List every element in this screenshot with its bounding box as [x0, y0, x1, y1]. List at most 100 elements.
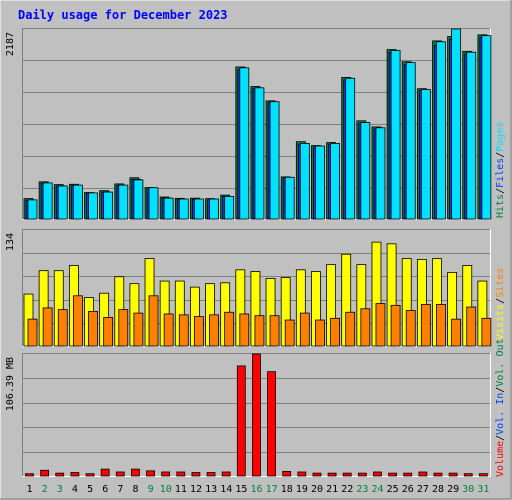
bar-volume-day-8 — [131, 468, 140, 477]
bar-volume-day-13 — [206, 472, 216, 477]
bar-volume-day-27 — [418, 471, 428, 477]
bar-sites-day-25 — [390, 304, 401, 347]
bar-pages-day-22 — [345, 77, 356, 220]
x-tick-label-day-27: 27 — [417, 484, 429, 495]
bar-pages-day-3 — [57, 185, 68, 220]
x-tick-label-day-12: 12 — [190, 484, 202, 495]
bar-volume-day-28 — [433, 472, 443, 477]
x-tick-label-day-2: 2 — [42, 484, 48, 495]
bar-pages-day-24 — [375, 127, 386, 220]
bar-sites-day-26 — [405, 310, 416, 347]
bar-pages-day-13 — [209, 198, 219, 220]
x-tick-label-day-10: 10 — [160, 484, 172, 495]
bar-sites-day-29 — [451, 318, 462, 347]
legend-bottom-separator: / — [495, 435, 506, 441]
bar-volume-day-12 — [191, 472, 201, 477]
x-tick-label-day-28: 28 — [432, 484, 444, 495]
bar-volume-day-25 — [388, 472, 397, 477]
bar-volume-day-4 — [70, 472, 80, 477]
x-tick-label-day-30: 30 — [462, 484, 474, 495]
legend-top: Hits/Files/Pages — [495, 122, 506, 218]
x-tick-label-day-24: 24 — [372, 484, 384, 495]
bar-sites-day-15 — [239, 313, 250, 347]
x-tick-label-day-20: 20 — [311, 484, 323, 495]
bar-volume-day-1 — [25, 473, 34, 477]
bar-volume-day-23 — [357, 472, 367, 477]
bar-sites-day-9 — [148, 295, 159, 347]
x-tick-label-day-8: 8 — [132, 484, 138, 495]
bar-volume-day-24 — [373, 471, 382, 477]
bar-pages-day-18 — [284, 176, 295, 220]
bar-pages-day-4 — [72, 184, 83, 220]
bar-volume-day-15 — [236, 365, 246, 477]
bar-sites-day-27 — [420, 304, 431, 347]
bar-pages-day-2 — [42, 182, 53, 220]
bar-volume-day-18 — [282, 471, 292, 477]
x-tick-label-day-25: 25 — [387, 484, 399, 495]
bar-pages-day-10 — [163, 197, 174, 220]
bar-volume-day-31 — [478, 473, 488, 477]
bar-sites-day-12 — [194, 316, 204, 347]
x-tick-label-day-1: 1 — [27, 484, 33, 495]
x-tick-label-day-18: 18 — [281, 484, 293, 495]
bar-sites-day-11 — [178, 314, 189, 347]
x-tick-label-day-3: 3 — [57, 484, 63, 495]
legend-vol-in: Vol. In — [495, 393, 506, 435]
panel-2-ymax-label: 134 — [5, 233, 16, 251]
legend-middle-separator: / — [495, 298, 506, 304]
bar-volume-day-11 — [176, 471, 186, 477]
bar-sites-day-8 — [133, 312, 144, 347]
legend-middle: Visits/Sites — [495, 268, 506, 340]
bar-volume-day-21 — [327, 472, 337, 477]
bar-sites-day-18 — [284, 319, 295, 347]
bar-pages-day-25 — [390, 50, 401, 220]
bar-volume-day-30 — [463, 473, 473, 477]
bar-pages-day-29 — [451, 28, 462, 220]
bar-pages-day-31 — [481, 35, 492, 220]
x-tick-label-day-9: 9 — [148, 484, 154, 495]
bar-sites-day-23 — [360, 308, 371, 347]
x-tick-label-day-26: 26 — [402, 484, 414, 495]
bar-sites-day-31 — [481, 317, 492, 347]
x-tick-label-day-16: 16 — [250, 484, 262, 495]
bar-sites-day-5 — [88, 310, 98, 347]
panel-1-ymax-label: 2187 — [5, 32, 16, 56]
legend-hits: Hits — [495, 194, 506, 218]
x-tick-label-day-22: 22 — [341, 484, 353, 495]
bar-pages-day-27 — [420, 89, 431, 220]
bar-volume-day-7 — [115, 471, 125, 477]
bar-volume-day-2 — [40, 469, 50, 477]
legend-files: Files — [495, 158, 506, 188]
x-tick-label-day-19: 19 — [296, 484, 308, 495]
x-tick-label-day-21: 21 — [326, 484, 338, 495]
chart-panels: 2187 134 106.39 MB — [5, 28, 492, 477]
legend-sites: Sites — [495, 268, 506, 298]
bar-volume-day-6 — [100, 468, 110, 477]
bar-sites-day-30 — [466, 306, 477, 347]
bar-pages-day-7 — [118, 184, 129, 220]
bar-sites-day-21 — [330, 317, 340, 347]
bar-volume-day-29 — [448, 472, 458, 477]
legend-bottom-separator: / — [495, 387, 506, 393]
bar-sites-day-10 — [163, 313, 174, 347]
bar-pages-day-17 — [269, 101, 280, 220]
bar-pages-day-9 — [148, 187, 159, 220]
bar-sites-day-24 — [375, 303, 386, 347]
bar-pages-day-26 — [405, 62, 416, 220]
bar-sites-day-16 — [254, 315, 265, 347]
bar-pages-day-23 — [360, 122, 371, 220]
bar-volume-day-10 — [161, 471, 171, 477]
legend-pages: Pages — [495, 122, 506, 152]
x-tick-label-day-13: 13 — [205, 484, 217, 495]
bar-sites-day-3 — [57, 309, 68, 347]
x-tick-label-day-11: 11 — [175, 484, 187, 495]
bar-sites-day-22 — [345, 311, 356, 347]
bar-pages-day-14 — [224, 196, 235, 220]
bar-sites-day-4 — [72, 295, 83, 347]
x-tick-label-day-6: 6 — [102, 484, 108, 495]
bar-pages-day-19 — [299, 143, 310, 220]
bar-sites-day-7 — [118, 309, 129, 347]
legend-top-separator: / — [495, 152, 506, 158]
bar-volume-day-17 — [267, 371, 276, 477]
